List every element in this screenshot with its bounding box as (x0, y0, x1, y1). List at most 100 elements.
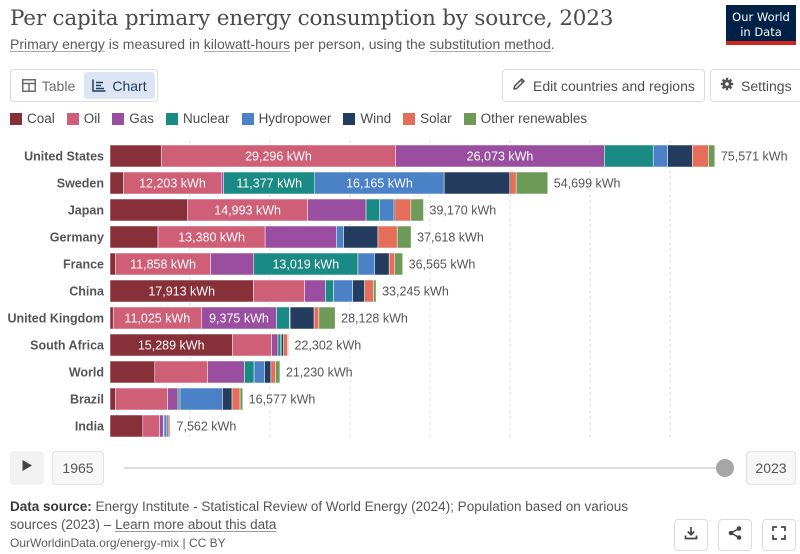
bar-segment-solar (167, 414, 171, 438)
total-value-label: 7,562 kWh (177, 420, 237, 434)
bar-segment-wind (374, 252, 390, 276)
bar-segment-wind (222, 387, 233, 411)
bar-segment-solar (313, 306, 320, 330)
total-value-label: 28,128 kWh (341, 312, 408, 326)
legend-item-oil[interactable]: Oil (66, 111, 100, 126)
bar-segment-nuclear (365, 198, 380, 222)
settings-button[interactable]: Settings (710, 69, 800, 102)
legend-swatch (343, 112, 356, 125)
footer-url[interactable]: OurWorldinData.org/energy-mix | CC BY (10, 536, 226, 550)
substitution-method-link[interactable]: substitution method (429, 36, 551, 52)
total-value-label: 36,565 kWh (409, 258, 476, 272)
legend-swatch (166, 112, 179, 125)
bar-segment-wind (443, 171, 510, 195)
segment-value-label: 11,858 kWh (130, 258, 196, 272)
bar-segment-wind (667, 144, 693, 168)
legend-label: Other renewables (480, 111, 588, 126)
subtitle-text-1: is measured in (104, 36, 204, 52)
bar-segment-gas (304, 279, 326, 303)
total-value-label: 22,302 kWh (294, 339, 361, 353)
data-source: Data source: Energy Institute - Statisti… (10, 498, 660, 534)
bar-segment-hydropower (163, 414, 168, 438)
legend-item-wind[interactable]: Wind (343, 111, 391, 126)
share-button[interactable] (718, 519, 752, 551)
view-tabs: Table Chart (10, 69, 158, 102)
legend-item-hydropower[interactable]: Hydropower (241, 111, 332, 126)
legend-item-gas[interactable]: Gas (112, 111, 154, 126)
bar-segment-gas (307, 198, 367, 222)
legend-item-other-renewables[interactable]: Other renewables (463, 111, 588, 126)
bar-segment-oil (253, 279, 305, 303)
share-icon (728, 525, 742, 545)
tab-table[interactable]: Table (13, 72, 84, 99)
total-value-label: 37,618 kWh (417, 231, 484, 245)
source-label: Data source: (10, 499, 92, 514)
fullscreen-icon (772, 525, 786, 545)
owid-logo[interactable]: Our World in Data (726, 5, 796, 45)
bar-segment-other-renewables (410, 198, 424, 222)
legend-label: Hydropower (258, 111, 332, 126)
timeline-handle[interactable] (716, 459, 734, 477)
chart-title: Per capita primary energy consumption by… (10, 6, 614, 31)
total-value-label: 39,170 kWh (430, 204, 497, 218)
total-value-label: 16,577 kWh (249, 393, 316, 407)
bar-segment-solar (692, 144, 709, 168)
play-icon (21, 459, 33, 477)
bar-segment-oil (154, 360, 208, 384)
bar-segment-gas (210, 252, 254, 276)
timeline-track[interactable] (124, 467, 726, 469)
segment-value-label: 29,296 kWh (245, 150, 312, 164)
timeline-start-year[interactable]: 1965 (52, 451, 104, 485)
edit-countries-button[interactable]: Edit countries and regions (502, 69, 705, 102)
bar-segment-other-renewables (515, 171, 549, 195)
segment-value-label: 11,377 kWh (236, 177, 302, 191)
kilowatt-hours-link[interactable]: kilowatt-hours (203, 36, 291, 52)
primary-energy-link[interactable]: Primary energy (10, 36, 105, 52)
bar-segment-hydropower (336, 225, 344, 249)
bar-segment-oil (115, 387, 168, 411)
bar-segment-coal (109, 144, 162, 168)
logo-line-1: Our World (732, 10, 790, 24)
tab-chart[interactable]: Chart (84, 72, 155, 99)
segment-value-label: 17,913 kWh (148, 285, 215, 299)
bar-segment-gas (271, 333, 279, 357)
legend-item-coal[interactable]: Coal (10, 111, 55, 126)
category-label: China (69, 285, 105, 299)
bar-segment-solar (509, 171, 517, 195)
legend-item-solar[interactable]: Solar (403, 111, 452, 126)
segment-value-label: 11,025 kWh (124, 312, 190, 326)
legend-label: Nuclear (183, 111, 230, 126)
legend-swatch (241, 112, 254, 125)
bar-segment-nuclear (277, 333, 282, 357)
bar-segment-solar (231, 387, 241, 411)
bar-segment-other-renewables (396, 225, 412, 249)
table-icon (21, 79, 36, 92)
pencil-icon (512, 77, 526, 94)
chart-subtitle: Primary energy is measured in kilowatt-h… (10, 36, 555, 52)
play-button[interactable] (10, 451, 44, 485)
timeline-end-year[interactable]: 2023 (746, 451, 796, 485)
legend-item-nuclear[interactable]: Nuclear (166, 111, 230, 126)
bar-segment-coal (109, 306, 114, 330)
bar-segment-gas (221, 171, 224, 195)
category-label: United Kingdom (7, 312, 104, 326)
bar-segment-coal (109, 360, 156, 384)
bar-segment-hydropower (333, 279, 353, 303)
legend-label: Wind (360, 111, 392, 126)
tab-table-label: Table (41, 77, 76, 94)
learn-more-link[interactable]: Learn more about this data (115, 517, 277, 532)
bar-segment-hydropower (652, 144, 668, 168)
bar-segment-oil (142, 414, 160, 438)
download-button[interactable] (674, 519, 708, 551)
bar-segment-other-renewables (708, 144, 716, 168)
legend-swatch (403, 112, 416, 125)
legend-label: Coal (27, 111, 55, 126)
bar-segment-coal (109, 252, 116, 276)
bar-segment-solar (394, 198, 412, 222)
subtitle-text-3: . (550, 36, 555, 52)
legend-label: Gas (129, 111, 155, 126)
source-text: Energy Institute - Statistical Review of… (10, 499, 629, 532)
edit-countries-label: Edit countries and regions (533, 77, 695, 94)
bar-segment-hydropower (357, 252, 375, 276)
fullscreen-button[interactable] (762, 519, 796, 551)
